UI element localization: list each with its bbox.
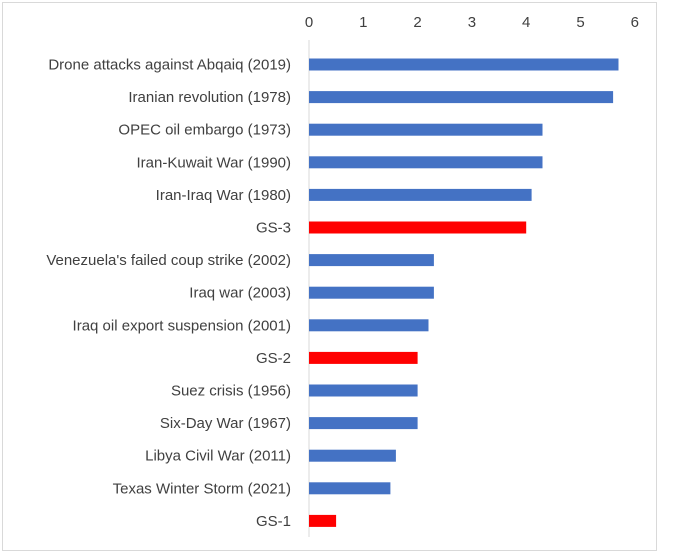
bar-gs-3 — [309, 221, 527, 234]
x-tick-label: 3 — [468, 14, 476, 31]
category-label: Iranian revolution (1978) — [128, 89, 291, 106]
category-label: Iraq war (2003) — [189, 285, 291, 302]
x-tick-label: 4 — [522, 14, 530, 31]
category-label: Six-Day War (1967) — [160, 415, 291, 432]
bar-libya-civil-war-2011 — [309, 449, 396, 462]
bar-iran-kuwait-war-1990 — [309, 156, 543, 169]
category-label: Libya Civil War (2011) — [145, 448, 291, 465]
bar-six-day-war-1967 — [309, 417, 418, 430]
category-label: Venezuela's failed coup strike (2002) — [46, 252, 291, 269]
bar-texas-winter-storm-2021 — [309, 482, 391, 495]
bar-iranian-revolution-1978 — [309, 91, 614, 104]
category-label: OPEC oil embargo (1973) — [118, 122, 291, 139]
bar-gs-2 — [309, 351, 418, 364]
bar-gs-1 — [309, 514, 337, 527]
x-tick-label: 0 — [305, 14, 313, 31]
category-label: GS-3 — [256, 220, 291, 237]
category-label: Iran-Iraq War (1980) — [156, 187, 291, 204]
bar-opec-oil-embargo-1973 — [309, 123, 543, 136]
x-tick-label: 5 — [576, 14, 584, 31]
category-label: Iran-Kuwait War (1990) — [137, 154, 292, 171]
bar-iraq-oil-export-suspension-2001 — [309, 319, 429, 332]
category-label: Iraq oil export suspension (2001) — [73, 317, 291, 334]
bar-iran-iraq-war-1980 — [309, 188, 532, 201]
category-label: GS-2 — [256, 350, 291, 367]
category-label: Suez crisis (1956) — [171, 383, 291, 400]
bar-venezuela-s-failed-coup-strike-2002 — [309, 254, 434, 267]
x-tick-label: 1 — [359, 14, 367, 31]
category-label: Drone attacks against Abqaiq (2019) — [48, 57, 291, 74]
x-tick-label: 6 — [631, 14, 639, 31]
category-label: GS-1 — [256, 513, 291, 530]
category-label: Texas Winter Storm (2021) — [113, 480, 291, 497]
bar-drone-attacks-against-abqaiq-2019 — [309, 58, 619, 71]
bar-iraq-war-2003 — [309, 286, 434, 299]
x-tick-label: 2 — [413, 14, 421, 31]
bar-suez-crisis-1956 — [309, 384, 418, 397]
